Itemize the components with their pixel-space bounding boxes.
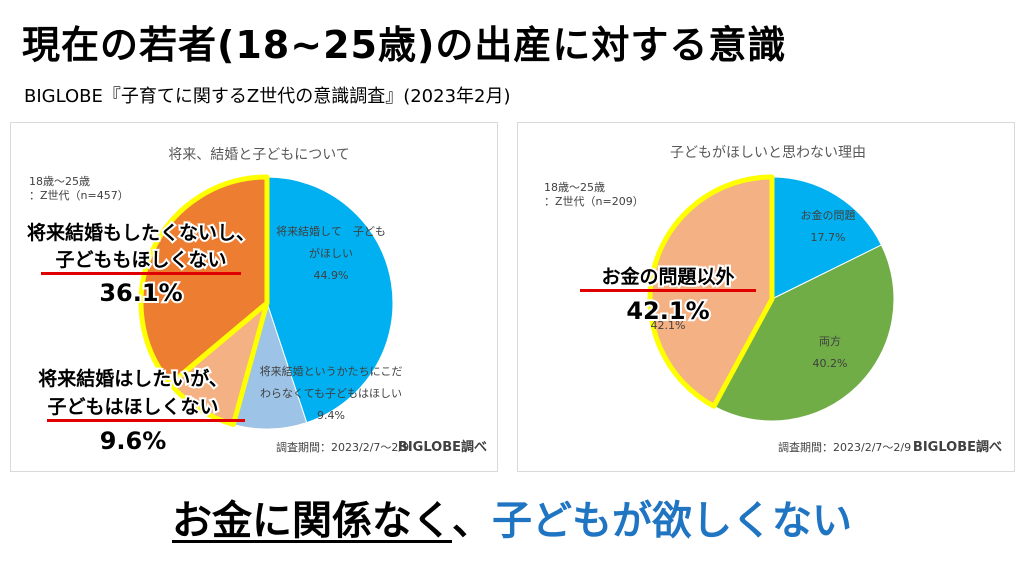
- source-logo: BIGLOBE調べ: [913, 439, 1002, 455]
- pie-slice-label: 40.2%: [813, 357, 848, 370]
- highlight-caption: 将来結婚もしたくないし、: [27, 221, 255, 244]
- chart-title: 子どもがほしいと思わない理由: [670, 145, 866, 161]
- chart-title: 将来、結婚と子どもについて: [168, 147, 350, 163]
- pie-slice: [713, 244, 895, 422]
- pie-slice-label: 17.7%: [811, 231, 846, 244]
- pie-slice-label: がほしい: [309, 246, 353, 260]
- pie-slice: [771, 176, 883, 300]
- pie-slice-label: 42.1%: [651, 319, 686, 332]
- highlight-outlines: [647, 174, 775, 409]
- pie-slice: [266, 176, 394, 424]
- highlight-value: 9.6%: [100, 427, 167, 455]
- conclusion-text: お金に関係なく、子どもが欲しくない: [0, 488, 1024, 546]
- red-underline: [41, 272, 241, 275]
- red-underline: [580, 289, 756, 292]
- highlight-outline: [647, 174, 775, 409]
- highlight-value: 36.1%: [99, 279, 182, 307]
- pie-slice-label: 44.9%: [314, 269, 349, 282]
- pie-slice-label: 将来結婚して 子ども: [276, 224, 386, 238]
- pie-slice-labels: お金の問題 17.7% 両方 40.2% 42.1%: [651, 208, 856, 370]
- marriage-children-chart-panel: 将来、結婚と子どもについて 18歳〜25歳 ：Z世代（n=457） 将来結婚して…: [10, 122, 498, 472]
- pie-slice-label: お金の問題: [801, 208, 856, 222]
- source-logo: BIGLOBE調べ: [398, 439, 487, 455]
- highlight-caption: 子どもはほしくない: [47, 396, 218, 418]
- pie-slice-label: 両方: [819, 334, 841, 348]
- respondents-label: ：Z世代（n=457）: [29, 189, 129, 202]
- survey-period: 調査期間：2023/2/7〜2/9: [778, 440, 911, 454]
- respondents-label: 18歳〜25歳: [544, 181, 605, 194]
- conclusion-comma: 、: [452, 498, 492, 544]
- pie-slice-labels: 将来結婚して 子どもがほしい 44.9% 将来結婚というかたちにこだわらなくても子ど…: [155, 224, 402, 471]
- highlight-caption: 将来結婚はしたいが、: [38, 367, 228, 390]
- pie-slice-label: 9.6%: [155, 469, 183, 471]
- survey-period: 調査期間：2023/2/7〜2/9: [276, 440, 409, 454]
- pie-slice-label: わらなくても子どもはほしい: [260, 387, 402, 400]
- highlight-overlay: お金の問題以外 42.1%: [580, 263, 756, 327]
- page-subtitle: BIGLOBE『子育てに関するZ世代の意識調査』(2023年2月): [24, 86, 511, 107]
- conclusion-underlined: お金に関係なく: [172, 498, 452, 544]
- pie-slices: [140, 176, 394, 430]
- marriage-children-pie-chart: 将来、結婚と子どもについて 18歳〜25歳 ：Z世代（n=457） 将来結婚して…: [25, 147, 487, 471]
- red-underline: [47, 419, 245, 422]
- highlight-value: 42.1%: [626, 297, 709, 325]
- pie-slice-label: 9.4%: [317, 409, 345, 422]
- page-title: 現在の若者(18~25歳)の出産に対する意識: [22, 23, 787, 67]
- respondents-label: ：Z世代（n=209）: [544, 195, 644, 208]
- highlight-outline: [138, 174, 270, 387]
- reasons-pie-chart: 子どもがほしいと思わない理由 18歳〜25歳 ：Z世代（n=209） お金の問題…: [544, 145, 1002, 455]
- respondents-label: 18歳〜25歳: [29, 175, 90, 188]
- highlight-caption: 子どももほしくない: [55, 249, 226, 271]
- reasons-chart-panel: 子どもがほしいと思わない理由 18歳〜25歳 ：Z世代（n=209） お金の問題…: [517, 122, 1015, 472]
- conclusion-highlight: 子どもが欲しくない: [492, 498, 852, 544]
- highlight-outlines: [138, 174, 270, 427]
- highlight-caption: お金の問題以外: [601, 265, 734, 288]
- highlight-overlay: 将来結婚もしたくないし、 子どももほしくない 36.1% 将来結婚はしたいが、 …: [25, 219, 257, 457]
- pie-slice-label: 将来結婚というかたちにこだ: [260, 364, 403, 378]
